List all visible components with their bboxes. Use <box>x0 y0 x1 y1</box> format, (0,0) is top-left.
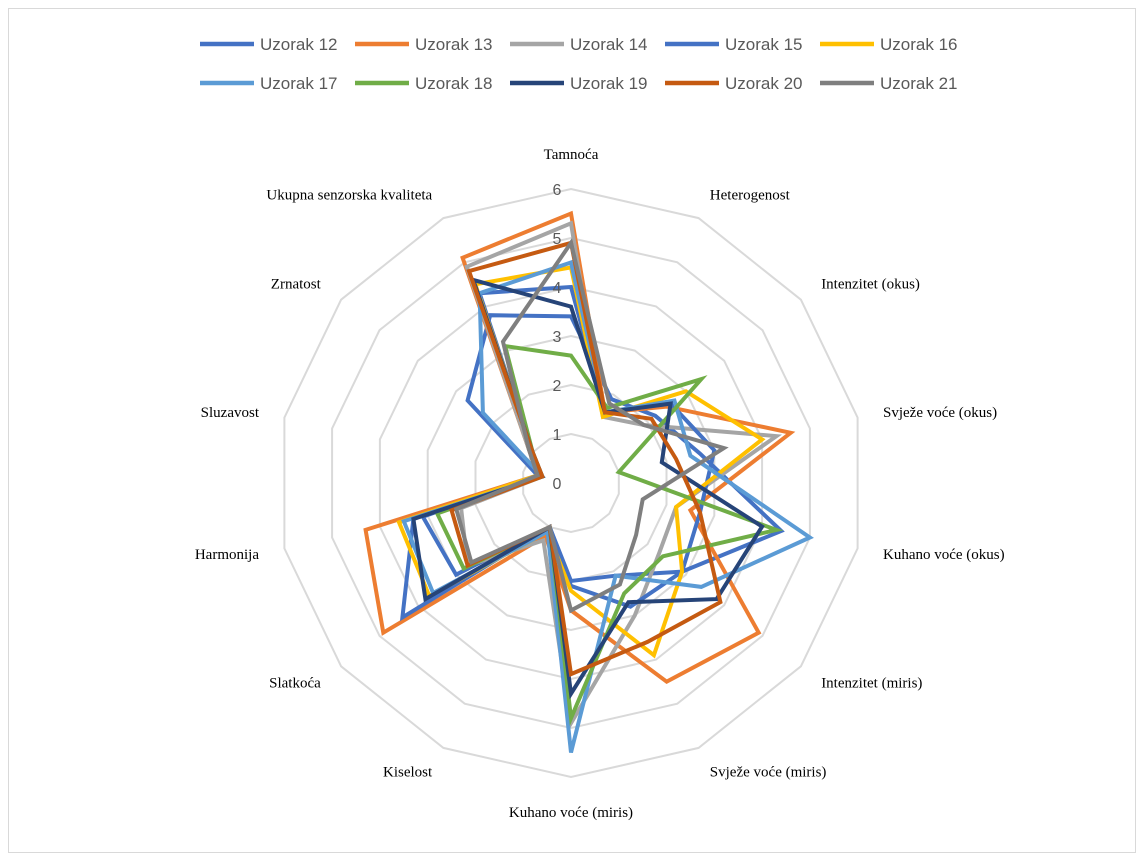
category-label: Kuhano voće (miris) <box>509 805 633 821</box>
legend-label: Uzorak 19 <box>570 74 647 93</box>
tick-label-6: 6 <box>553 182 562 199</box>
legend-item: Uzorak 18 <box>355 74 492 93</box>
legend-label: Uzorak 18 <box>415 74 492 93</box>
category-label: Tamnoća <box>544 147 599 163</box>
category-label: Ukupna senzorska kvaliteta <box>266 188 432 204</box>
series-line-uzorak-17 <box>401 259 814 753</box>
radar-series <box>363 210 814 753</box>
category-label: Harmonija <box>195 547 259 563</box>
legend-label: Uzorak 21 <box>880 74 957 93</box>
category-label: Svježe voće (miris) <box>710 764 827 780</box>
legend-label: Uzorak 13 <box>415 35 492 54</box>
grid-ring-1 <box>522 432 620 534</box>
category-label: Zrnatost <box>271 277 322 293</box>
category-labels: Tamnoća Heterogenost Intenzitet (okus) Svje… <box>195 147 1005 821</box>
legend-item: Uzorak 15 <box>665 35 802 54</box>
legend-item: Uzorak 21 <box>820 74 957 93</box>
legend-label: Uzorak 12 <box>260 35 337 54</box>
tick-label-2: 2 <box>553 378 562 395</box>
category-label: Heterogenost <box>710 188 791 204</box>
tick-label-3: 3 <box>553 329 562 346</box>
series-line-uzorak-20 <box>449 240 723 677</box>
legend-label: Uzorak 20 <box>725 74 802 93</box>
legend-item: Uzorak 20 <box>665 74 802 93</box>
category-label: Intenzitet (okus) <box>821 277 920 293</box>
series-line-uzorak-21 <box>453 238 729 614</box>
legend-item: Uzorak 17 <box>200 74 337 93</box>
legend-label: Uzorak 17 <box>260 74 337 93</box>
category-label: Intenzitet (miris) <box>821 676 922 692</box>
tick-label-4: 4 <box>553 280 562 297</box>
grid-ring-6 <box>283 187 859 779</box>
category-label: Sluzavost <box>201 405 260 421</box>
legend-item: Uzorak 12 <box>200 35 337 54</box>
legend-item: Uzorak 16 <box>820 35 957 54</box>
tick-label-1: 1 <box>553 427 562 444</box>
legend-label: Uzorak 14 <box>570 35 647 54</box>
legend-label: Uzorak 16 <box>880 35 957 54</box>
radial-ticks: 0 1 2 3 4 5 6 <box>553 182 562 493</box>
category-label: Kuhano voće (okus) <box>883 547 1005 563</box>
category-label: Kiselost <box>383 764 433 780</box>
legend-item: Uzorak 14 <box>510 35 647 54</box>
tick-label-5: 5 <box>553 231 562 248</box>
grid-ring-5 <box>331 236 811 730</box>
category-label: Slatkoća <box>269 676 321 692</box>
tick-label-0: 0 <box>553 476 562 493</box>
category-label: Svježe voće (okus) <box>883 405 997 421</box>
legend: Uzorak 12 Uzorak 13 Uzorak 14 Uzorak 15 Uzor… <box>200 35 957 93</box>
legend-item: Uzorak 19 <box>510 74 647 93</box>
legend-label: Uzorak 15 <box>725 35 802 54</box>
legend-item: Uzorak 13 <box>355 35 492 54</box>
